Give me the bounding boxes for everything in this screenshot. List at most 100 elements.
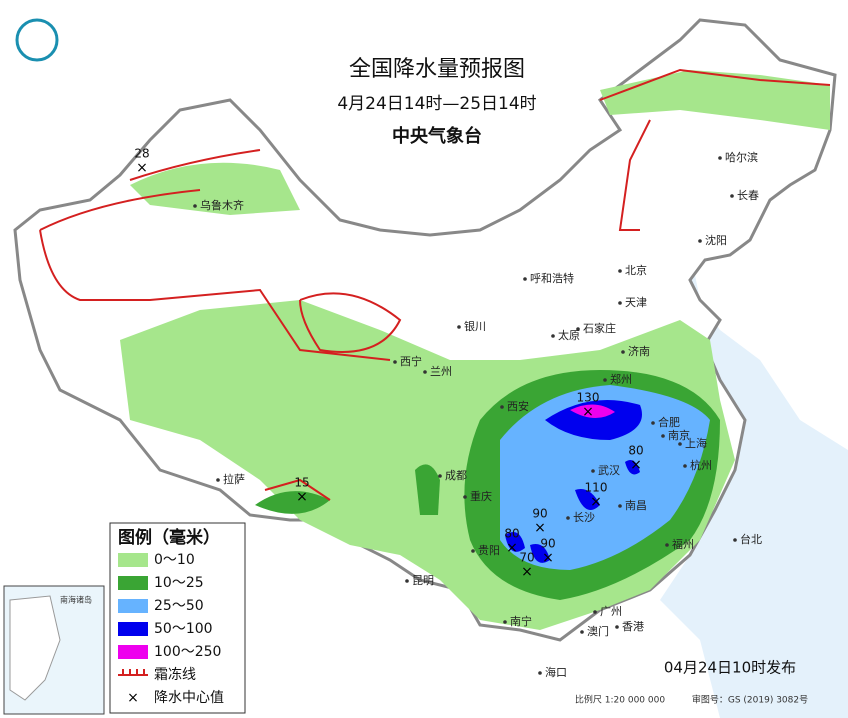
- legend-label: 0～10: [154, 552, 195, 568]
- city-label: 长沙: [573, 511, 595, 524]
- city-label: 南昌: [625, 499, 647, 512]
- city-dot: [551, 334, 555, 338]
- city-dot: [593, 610, 597, 614]
- city-dot: [566, 516, 570, 520]
- center-value: 80: [628, 444, 643, 458]
- center-marker: ×: [542, 550, 554, 566]
- map-title: 全国降水量预报图: [349, 57, 525, 82]
- city-dot: [438, 474, 442, 478]
- center-marker: ×: [534, 520, 546, 536]
- city-dot: [500, 405, 504, 409]
- legend-title: 图例（毫米）: [118, 527, 220, 548]
- city-dot: [193, 204, 197, 208]
- legend-label: 霜冻线: [154, 666, 196, 683]
- city-dot: [730, 194, 734, 198]
- center-marker: ×: [521, 564, 533, 580]
- precip-area: [575, 489, 600, 510]
- inset-label: 南海诸岛: [60, 595, 92, 605]
- precip-regions: [120, 70, 830, 630]
- city-dot: [661, 434, 665, 438]
- center-value: 130: [577, 391, 600, 405]
- city-dot: [651, 421, 655, 425]
- city-label: 乌鲁木齐: [200, 198, 244, 212]
- legend-swatch: [118, 599, 148, 613]
- center-value: 90: [532, 507, 547, 521]
- city-label: 昆明: [412, 574, 434, 587]
- city-label: 南宁: [510, 614, 532, 628]
- legend-frost: [118, 669, 148, 676]
- city-label: 台北: [740, 532, 762, 546]
- city-label: 北京: [625, 263, 647, 277]
- precip-area: [505, 531, 525, 552]
- center-marker: ×: [296, 489, 308, 505]
- city-dot: [621, 350, 625, 354]
- city-label: 成都: [445, 469, 467, 482]
- center-value: 90: [540, 537, 555, 551]
- city-dot: [618, 269, 622, 273]
- city-label: 杭州: [690, 458, 712, 472]
- legend-swatch: [118, 622, 148, 636]
- inset-land: [9, 595, 61, 701]
- city-label: 澳门: [587, 624, 609, 638]
- scale: 比例尺 1:20 000 000: [575, 694, 665, 706]
- legend: 0～10 10～25 25～50 50～100 100～250 霜冻线 × 降水中心值: [118, 552, 224, 706]
- city-dot: [423, 370, 427, 374]
- center-value: 28: [134, 147, 149, 161]
- center-value: 15: [294, 476, 309, 490]
- city-label: 西安: [507, 399, 529, 413]
- city-label: 上海: [685, 436, 707, 450]
- city-label: 沈阳: [705, 233, 727, 247]
- city-dot: [678, 442, 682, 446]
- sea: [560, 160, 848, 718]
- city-label: 拉萨: [223, 472, 245, 486]
- city-dot: [457, 325, 461, 329]
- frost-line: [39, 68, 831, 501]
- city-label: 武汉: [598, 464, 620, 477]
- precip-area: [530, 544, 550, 563]
- precip-area: [130, 162, 300, 215]
- city-dot: [683, 464, 687, 468]
- legend-x: ×: [127, 690, 139, 706]
- legend-label: 25～50: [154, 598, 204, 614]
- city-label: 福州: [672, 537, 694, 551]
- center-marker: ×: [582, 404, 594, 420]
- city-label: 哈尔滨: [725, 150, 758, 164]
- issued-time: 04月24日10时发布: [664, 659, 796, 677]
- issuer: 中央气象台: [392, 125, 482, 147]
- precip-area: [570, 404, 615, 419]
- center-value: 70: [519, 551, 534, 565]
- city-dot: [603, 378, 607, 382]
- city-label: 天津: [625, 296, 647, 309]
- city-label: 石家庄: [583, 321, 616, 335]
- precip-area: [415, 464, 440, 515]
- city-label: 南京: [668, 428, 690, 442]
- city-label: 济南: [628, 344, 650, 358]
- city-dot: [591, 469, 595, 473]
- precip-area: [545, 400, 642, 440]
- center-marker: ×: [506, 540, 518, 556]
- legend-swatch: [118, 576, 148, 590]
- legend-label: 10～25: [154, 575, 204, 591]
- legend-label: 100～250: [154, 644, 221, 660]
- city-dot: [615, 625, 619, 629]
- city-dot: [471, 549, 475, 553]
- legend-label: 降水中心值: [154, 690, 224, 706]
- city-label: 银川: [464, 319, 486, 333]
- city-dot: [463, 495, 467, 499]
- city-label: 兰州: [430, 365, 452, 378]
- center-marker: ×: [136, 160, 148, 176]
- city-dot: [580, 630, 584, 634]
- city-dot: [393, 360, 397, 364]
- city-dot: [618, 301, 622, 305]
- city-dot: [698, 239, 702, 243]
- city-label: 香港: [622, 620, 644, 633]
- city-label: 太原: [558, 329, 580, 342]
- precip-area: [500, 385, 710, 570]
- city-dot: [618, 504, 622, 508]
- city-label: 贵阳: [478, 544, 500, 557]
- city-dot: [216, 478, 220, 482]
- center-value: 110: [585, 481, 608, 495]
- city-label: 广州: [600, 605, 622, 618]
